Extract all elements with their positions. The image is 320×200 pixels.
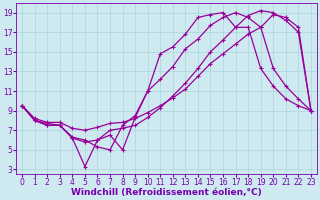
X-axis label: Windchill (Refroidissement éolien,°C): Windchill (Refroidissement éolien,°C) xyxy=(71,188,262,197)
